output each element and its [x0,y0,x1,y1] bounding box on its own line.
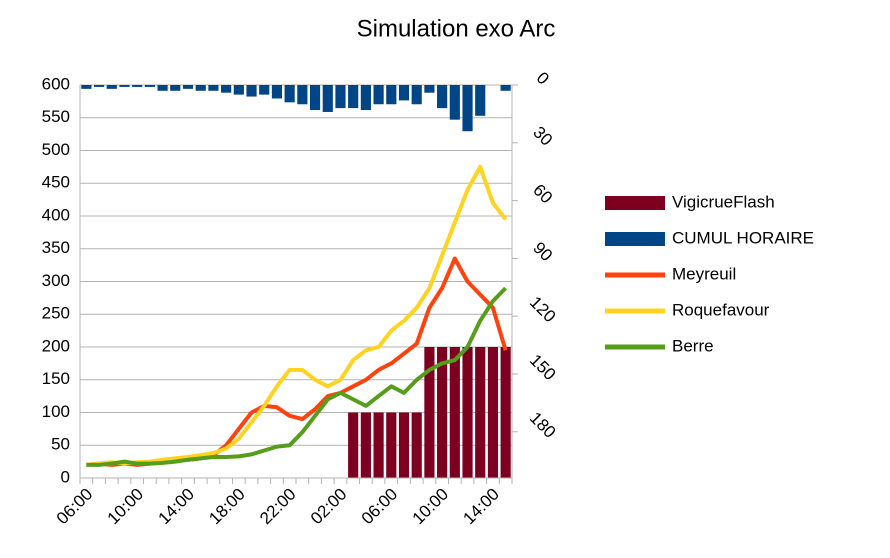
bar [500,85,511,91]
bar [297,85,308,105]
bar [271,85,283,99]
bar [386,412,397,478]
legend-swatch [605,232,665,246]
x-tick-label: 10:00 [104,485,148,529]
bar [449,347,460,478]
y-tick-label: 550 [42,107,70,126]
y2-tick-label: 120 [526,293,559,326]
legend-label: Berre [672,336,714,355]
bar [411,412,422,478]
bar [170,85,181,91]
x-tick-label: 14:00 [154,485,198,529]
x-tick-label: 10:00 [409,485,453,529]
bar [398,85,410,101]
bar [398,412,410,478]
bar [322,85,333,112]
bar [132,85,143,87]
bar [259,85,270,95]
bar [360,412,371,478]
legend-label: CUMUL HORAIRE [672,228,814,247]
bar [348,85,359,109]
y-tick-label: 150 [42,369,70,388]
y-tick-label: 350 [42,238,70,257]
bar [208,85,219,91]
y-tick-label: 0 [61,467,70,486]
bar [462,347,473,478]
bar [348,412,359,478]
y2-tick-label: 150 [526,351,559,384]
y2-tick-label: 0 [533,68,553,88]
bar [144,85,155,87]
legend-label: Roquefavour [672,300,770,319]
y-tick-label: 250 [42,304,70,323]
x-tick-label: 06:00 [358,485,402,529]
bar [93,85,105,87]
bar [437,347,448,478]
x-tick-label: 06:00 [53,485,97,529]
y-tick-label: 600 [42,74,70,93]
bar [284,85,295,103]
bar [81,85,92,89]
chart-title: Simulation exo Arc [357,15,556,42]
x-tick-label: 02:00 [307,485,351,529]
bar [309,85,321,111]
bar [360,85,371,111]
y2-tick-label: 60 [529,180,556,207]
y-tick-label: 500 [42,140,70,159]
bar [475,347,486,478]
bar [119,85,130,87]
bar [373,412,384,478]
legend-label: Meyreuil [672,264,736,283]
y-tick-label: 400 [42,205,70,224]
bar [475,85,486,116]
bar [221,85,232,93]
bar [462,85,473,132]
y-tick-label: 300 [42,271,70,290]
x-tick-label: 22:00 [256,485,300,529]
bar [411,85,422,105]
bar [157,85,168,91]
bar [373,85,384,105]
bar [449,85,460,120]
bar [195,85,206,91]
y-tick-label: 50 [51,435,70,454]
bar [437,85,448,109]
bar [233,85,244,95]
legend-label: VigicrueFlash [672,192,775,211]
x-tick-label: 18:00 [205,485,249,529]
x-tick-label: 14:00 [459,485,503,529]
y-tick-label: 100 [42,402,70,421]
bar [182,85,194,89]
bar [106,85,117,89]
y2-tick-label: 30 [529,123,556,150]
y-tick-label: 450 [42,173,70,192]
y-tick-label: 200 [42,336,70,355]
bar [487,347,499,478]
bar [335,85,346,109]
bar [424,347,435,478]
y2-tick-label: 90 [529,238,556,265]
line [86,286,508,467]
bar [386,85,397,105]
bar [424,85,435,93]
bar [500,347,511,478]
bar [246,85,257,97]
line [86,164,508,467]
legend-swatch [605,196,665,210]
y2-tick-label: 180 [526,408,559,441]
